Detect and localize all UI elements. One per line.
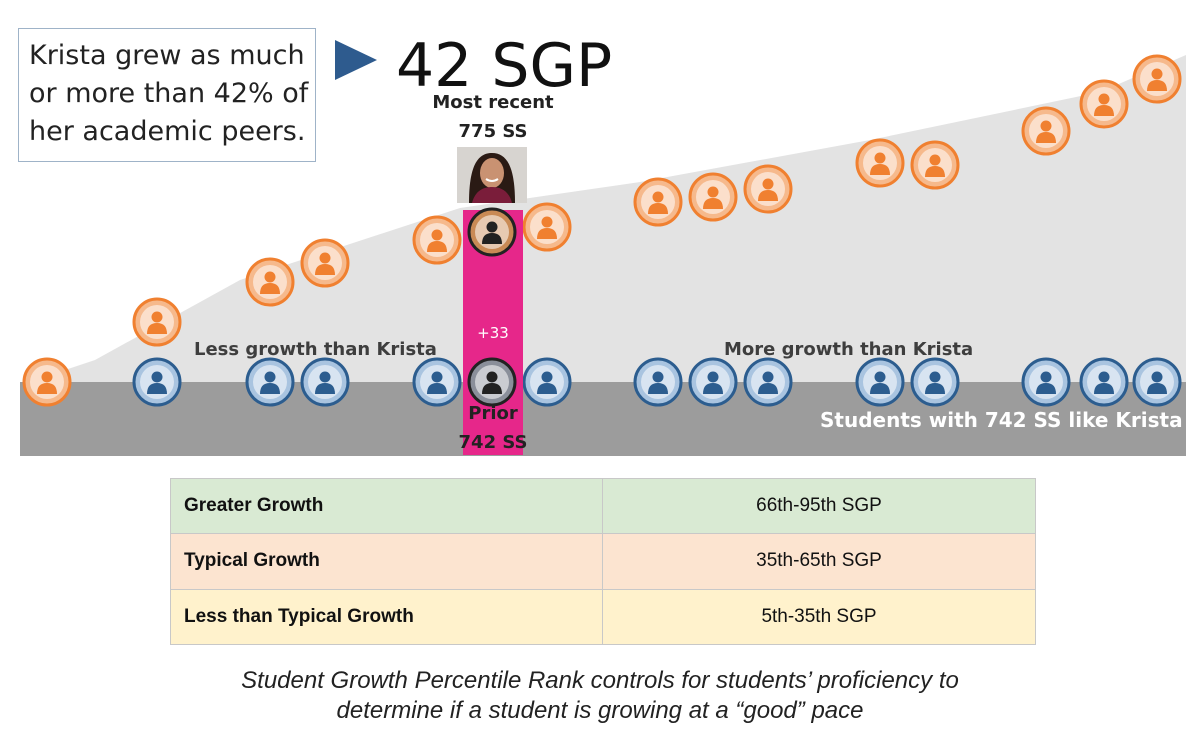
blue-student-icon bbox=[743, 357, 793, 407]
callout-line: her academic peers. bbox=[29, 116, 306, 147]
cohort-label: Students with 742 SS like Krista bbox=[820, 408, 1183, 432]
arrow-right-icon bbox=[335, 40, 377, 80]
growth-category: Less than Typical Growth bbox=[170, 588, 603, 646]
most-recent-score: 775 SS bbox=[458, 121, 528, 142]
orange-student-icon bbox=[633, 177, 683, 227]
prior-label: Prior bbox=[468, 403, 518, 424]
callout-line: Krista grew as much bbox=[29, 40, 305, 71]
blue-student-icon bbox=[412, 357, 462, 407]
orange-student-icon bbox=[522, 202, 572, 252]
orange-student-icon bbox=[22, 357, 72, 407]
orange-student-icon bbox=[300, 238, 350, 288]
blue-student-icon bbox=[1132, 357, 1182, 407]
blue-student-tokens bbox=[132, 357, 1182, 407]
orange-student-icon bbox=[1079, 79, 1129, 129]
sgp-headline: 42 SGP bbox=[396, 31, 613, 101]
blue-student-icon bbox=[522, 357, 572, 407]
orange-student-icon bbox=[688, 172, 738, 222]
cohort-band bbox=[20, 382, 1186, 456]
less-growth-label: Less growth than Krista bbox=[194, 339, 437, 360]
orange-student-icon bbox=[1021, 106, 1071, 156]
growth-category: Typical Growth bbox=[170, 533, 603, 590]
more-growth-label: More growth than Krista bbox=[724, 339, 974, 360]
growth-table: Greater Growth 66th-95th SGP Typical Gro… bbox=[170, 477, 1036, 646]
growth-range: 5th-35th SGP bbox=[602, 588, 1036, 646]
blue-student-icon bbox=[910, 357, 960, 407]
blue-student-icon bbox=[1079, 357, 1129, 407]
callout-box: Krista grew as much or more than 42% of … bbox=[18, 28, 316, 162]
blue-student-icon bbox=[245, 357, 295, 407]
krista-recent-icon bbox=[467, 207, 517, 257]
blue-student-icon bbox=[855, 357, 905, 407]
table-row: Typical Growth 35th-65th SGP bbox=[170, 533, 1036, 590]
krista-prior-icon bbox=[467, 357, 517, 407]
growth-diagram bbox=[20, 54, 1186, 456]
growth-category: Greater Growth bbox=[170, 477, 603, 535]
growth-range: 66th-95th SGP bbox=[602, 477, 1036, 535]
growth-range: 35th-65th SGP bbox=[602, 533, 1036, 590]
orange-student-icon bbox=[245, 257, 295, 307]
caption-line: determine if a student is growing at a “… bbox=[336, 697, 864, 724]
orange-student-icon bbox=[743, 164, 793, 214]
orange-student-icon bbox=[1132, 54, 1182, 104]
orange-student-icon bbox=[412, 215, 462, 265]
blue-student-icon bbox=[1021, 357, 1071, 407]
callout-line: or more than 42% of bbox=[29, 78, 309, 109]
blue-student-icon bbox=[132, 357, 182, 407]
caption-line: Student Growth Percentile Rank controls … bbox=[241, 667, 959, 694]
prior-score: 742 SS bbox=[458, 432, 528, 453]
blue-student-icon bbox=[300, 357, 350, 407]
blue-student-icon bbox=[688, 357, 738, 407]
most-recent-label: Most recent bbox=[432, 92, 554, 113]
orange-student-icon bbox=[132, 297, 182, 347]
caption: Student Growth Percentile Rank controls … bbox=[100, 666, 1100, 726]
krista-tokens bbox=[467, 207, 517, 407]
student-photo bbox=[457, 147, 527, 203]
blue-student-icon bbox=[633, 357, 683, 407]
table-row: Less than Typical Growth 5th-35th SGP bbox=[170, 588, 1036, 646]
orange-student-icon bbox=[855, 138, 905, 188]
orange-student-icon bbox=[910, 140, 960, 190]
table-row: Greater Growth 66th-95th SGP bbox=[170, 477, 1036, 535]
growth-delta: +33 bbox=[477, 324, 509, 342]
orange-student-tokens bbox=[22, 54, 1182, 407]
